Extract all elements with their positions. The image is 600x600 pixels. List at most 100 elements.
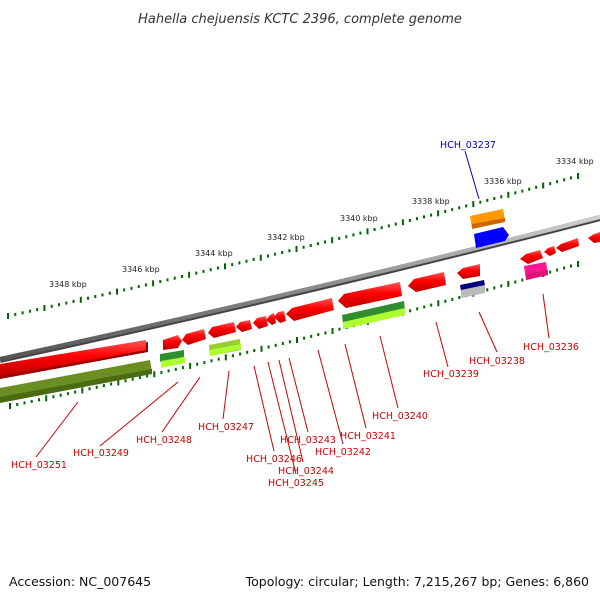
gene-hch-03238[interactable] xyxy=(457,264,480,279)
inner-scale-tick xyxy=(224,354,227,361)
gene-hch-03237[interactable] xyxy=(474,227,509,248)
gene-hch-03242[interactable] xyxy=(286,298,334,321)
feature-navy xyxy=(460,280,485,291)
scale-label-3340: 3340 kbp xyxy=(340,214,378,223)
scale-label-3346: 3346 kbp xyxy=(122,265,160,274)
scale-label-3334: 3334 kbp xyxy=(556,157,594,166)
gene-label-hch-03244[interactable]: HCH_03244 xyxy=(278,466,334,477)
outer-scale-tick xyxy=(152,280,155,287)
leader-hch-03239 xyxy=(435,321,449,368)
gene-label-hch-03243[interactable]: HCH_03243 xyxy=(280,435,336,446)
outer-scale-tick xyxy=(352,233,355,237)
inner-scale-tick xyxy=(423,305,426,309)
inner-scale-tick xyxy=(66,392,69,396)
gene-hch-03233[interactable] xyxy=(588,232,600,243)
gene-label-hch-03240[interactable]: HCH_03240 xyxy=(372,411,428,422)
inner-scale-tick xyxy=(9,403,11,409)
outer-scale-tick xyxy=(144,283,147,287)
outer-scale-tick xyxy=(108,291,111,295)
leader-hch-03251 xyxy=(35,401,79,458)
outer-scale-tick xyxy=(309,244,312,247)
gene-label-hch-03249[interactable]: HCH_03249 xyxy=(73,448,129,459)
outer-scale-tick xyxy=(295,246,298,252)
gene-label-hch-03251[interactable]: HCH_03251 xyxy=(11,460,67,471)
gene-hch-03247[interactable] xyxy=(208,322,236,338)
outer-scale-tick xyxy=(50,304,53,308)
outer-scale-tick xyxy=(437,210,440,217)
outer-scale-tick xyxy=(137,285,140,289)
feature-lime-small xyxy=(161,357,185,368)
gene-hch-03241[interactable] xyxy=(338,282,402,308)
inner-scale-tick xyxy=(81,387,84,394)
inner-scale-tick xyxy=(556,268,559,272)
outer-scale-tick xyxy=(331,237,334,244)
outer-scale-tick xyxy=(288,249,291,253)
feature-olive-band-shade xyxy=(0,369,152,403)
outer-scale-tick xyxy=(444,209,447,213)
inner-scale-tick xyxy=(416,307,419,311)
outer-scale-tick xyxy=(451,208,454,212)
outer-scale-tick xyxy=(259,254,262,261)
outer-scale-tick xyxy=(28,309,31,313)
scale-label-3336: 3336 kbp xyxy=(484,177,522,186)
gene-label-hch-03247[interactable]: HCH_03247 xyxy=(198,422,254,433)
outer-scale-tick xyxy=(423,215,425,219)
inner-scale-tick xyxy=(167,369,170,373)
outer-scale-tick xyxy=(324,240,326,244)
genome-backbone xyxy=(0,215,600,361)
inner-scale-tick xyxy=(231,354,234,358)
inner-scale-tick xyxy=(153,371,156,378)
inner-scale-tick xyxy=(458,296,461,299)
inner-scale-tick xyxy=(549,270,552,274)
gene-hch-03245[interactable] xyxy=(253,316,268,329)
gene-label-hch-03239[interactable]: HCH_03239 xyxy=(423,369,479,380)
outer-scale-tick xyxy=(563,178,566,182)
inner-scale-tick xyxy=(160,371,163,375)
outer-scale-tick xyxy=(267,254,269,258)
gene-label-hch-03248[interactable]: HCH_03248 xyxy=(136,435,192,446)
outer-scale-tick xyxy=(238,261,241,265)
inner-scale-tick xyxy=(577,261,579,267)
leader-hch-03246 xyxy=(253,365,275,452)
gene-hch-03251[interactable] xyxy=(0,340,146,376)
reverse-strand-features xyxy=(0,262,548,403)
inner-scale-tick xyxy=(174,367,177,371)
inner-scale-tick xyxy=(507,280,510,287)
outer-scale-tick xyxy=(87,296,89,300)
gene-hch-03240[interactable] xyxy=(408,272,446,292)
gene-label-hch-03238[interactable]: HCH_03238 xyxy=(469,356,525,367)
gene-label-hch-03245[interactable]: HCH_03245 xyxy=(268,478,324,489)
scale-label-3338: 3338 kbp xyxy=(412,197,450,206)
outer-scale-tick xyxy=(195,271,198,275)
outer-scale-tick xyxy=(472,201,475,208)
inner-scale-tick xyxy=(521,278,524,282)
inner-scale-tick xyxy=(52,395,55,399)
outer-scale-tick xyxy=(216,266,219,270)
gene-hch-03248[interactable] xyxy=(182,329,206,345)
inner-scale-tick xyxy=(146,374,149,378)
inner-scale-tick xyxy=(210,359,213,363)
outer-scale-tick xyxy=(188,271,191,278)
gene-hch-03249[interactable] xyxy=(163,335,182,350)
gene-label-hch-03236[interactable]: HCH_03236 xyxy=(523,342,579,353)
gene-hch-03235[interactable] xyxy=(544,246,556,256)
inner-scale-tick xyxy=(23,401,26,405)
gene-hch-03243[interactable] xyxy=(274,311,286,323)
gene-hch-03246[interactable] xyxy=(236,320,252,332)
inner-scale-tick xyxy=(317,333,320,337)
gene-hch-03236[interactable] xyxy=(520,250,543,264)
feature-lime-long xyxy=(343,308,405,329)
gene-label-hch-03241[interactable]: HCH_03241 xyxy=(340,431,396,442)
gene-hch-03234[interactable] xyxy=(556,238,579,252)
gene-label-hch-03242[interactable]: HCH_03242 xyxy=(315,447,371,458)
leader-hch-03243 xyxy=(288,357,309,433)
outer-scale-tick xyxy=(43,305,46,311)
forward-strand-genes xyxy=(0,209,600,379)
gene-label-hch-03237[interactable]: HCH_03237 xyxy=(440,140,496,151)
inner-scale-tick xyxy=(267,345,270,349)
gene-hch-03244[interactable] xyxy=(266,313,276,325)
inner-scale-tick xyxy=(95,385,98,389)
gene-label-hch-03246[interactable]: HCH_03246 xyxy=(246,454,302,465)
outer-scale-tick xyxy=(486,198,489,202)
inner-scale-tick xyxy=(138,376,141,379)
